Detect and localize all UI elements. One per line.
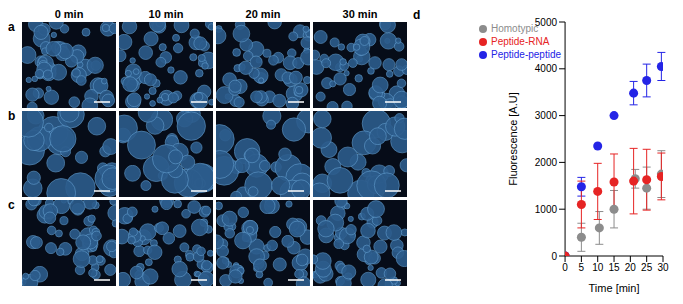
html-text:Homotypic: Homotypic: [491, 23, 539, 34]
svg-text:15: 15: [608, 262, 620, 273]
svg-text:0: 0: [552, 251, 558, 262]
svg-text:25: 25: [641, 262, 653, 273]
svg-text:4000: 4000: [535, 63, 558, 74]
svg-text:10: 10: [592, 262, 604, 273]
svg-text:5: 5: [579, 262, 585, 273]
svg-text:1000: 1000: [535, 204, 558, 215]
svg-text:Time [min]: Time [min]: [589, 282, 640, 294]
svg-text:Fluorescence [A.U]: Fluorescence [A.U]: [507, 92, 519, 186]
html-text:Peptide-peptide: Peptide-peptide: [491, 49, 562, 60]
html-text:Peptide-RNA: Peptide-RNA: [491, 36, 550, 47]
svg-text:5000: 5000: [535, 17, 558, 28]
html-text:a: a: [8, 20, 15, 34]
html-text:d: d: [413, 8, 421, 22]
html-text:30 min: 30 min: [342, 8, 378, 20]
html-text:c: c: [8, 198, 15, 212]
svg-text:3000: 3000: [535, 110, 558, 121]
html-text:10 min: 10 min: [148, 8, 184, 20]
svg-text:30: 30: [657, 262, 669, 273]
html-text:0 min: 0 min: [54, 8, 84, 20]
svg-text:2000: 2000: [535, 157, 558, 168]
svg-text:0: 0: [562, 262, 568, 273]
html-text:b: b: [8, 109, 16, 123]
svg-text:20: 20: [625, 262, 637, 273]
html-text:20 min: 20 min: [245, 8, 281, 20]
